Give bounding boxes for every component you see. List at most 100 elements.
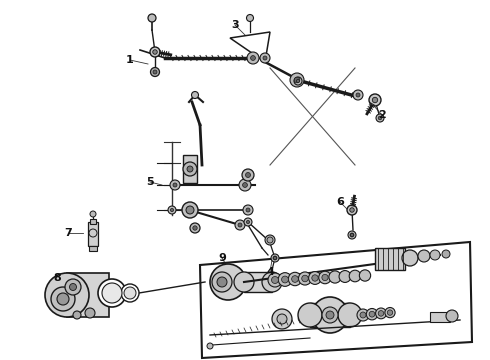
Circle shape	[353, 90, 363, 100]
Circle shape	[262, 272, 282, 292]
Circle shape	[290, 73, 304, 87]
Circle shape	[98, 279, 126, 307]
Circle shape	[148, 14, 156, 22]
Circle shape	[387, 310, 392, 315]
Circle shape	[65, 279, 81, 295]
Text: 3: 3	[231, 20, 239, 30]
Circle shape	[326, 311, 334, 319]
Circle shape	[296, 80, 299, 82]
Circle shape	[246, 14, 253, 22]
Circle shape	[153, 50, 157, 54]
Circle shape	[102, 283, 122, 303]
Bar	[430, 312, 450, 322]
Circle shape	[298, 272, 312, 285]
Circle shape	[350, 233, 354, 237]
Circle shape	[338, 303, 362, 327]
Circle shape	[51, 287, 75, 311]
Circle shape	[272, 309, 292, 329]
Bar	[244, 272, 272, 292]
Circle shape	[282, 276, 289, 283]
Circle shape	[288, 272, 302, 286]
Circle shape	[150, 47, 160, 57]
Circle shape	[73, 311, 81, 319]
Circle shape	[430, 250, 440, 260]
Bar	[310, 303, 350, 327]
Circle shape	[292, 276, 298, 282]
Circle shape	[277, 314, 287, 324]
Bar	[183, 155, 197, 183]
Circle shape	[268, 238, 272, 242]
Circle shape	[359, 270, 370, 281]
Circle shape	[192, 91, 198, 99]
Circle shape	[217, 277, 227, 287]
Bar	[90, 219, 96, 224]
Circle shape	[271, 276, 278, 284]
Circle shape	[322, 307, 338, 323]
Circle shape	[90, 211, 96, 217]
Circle shape	[186, 206, 194, 214]
Circle shape	[267, 237, 273, 243]
Circle shape	[369, 311, 375, 317]
Circle shape	[385, 307, 395, 318]
Circle shape	[183, 162, 197, 176]
Circle shape	[329, 271, 341, 283]
Circle shape	[446, 310, 458, 322]
Circle shape	[442, 250, 450, 258]
Circle shape	[153, 70, 157, 74]
Circle shape	[246, 220, 249, 224]
Circle shape	[357, 309, 369, 321]
Circle shape	[85, 308, 95, 318]
Text: 1: 1	[126, 55, 134, 65]
Circle shape	[369, 94, 381, 106]
Circle shape	[247, 52, 259, 64]
Circle shape	[273, 256, 277, 260]
Circle shape	[187, 166, 193, 172]
Circle shape	[312, 297, 348, 333]
Circle shape	[239, 179, 251, 191]
Circle shape	[89, 229, 97, 237]
Circle shape	[312, 275, 318, 281]
Circle shape	[356, 93, 360, 97]
Circle shape	[238, 223, 242, 227]
Circle shape	[372, 97, 378, 103]
Circle shape	[244, 218, 252, 226]
Text: 8: 8	[53, 273, 61, 283]
Text: 9: 9	[218, 253, 226, 263]
Circle shape	[402, 250, 418, 266]
Circle shape	[294, 77, 302, 85]
Circle shape	[171, 208, 173, 212]
Circle shape	[234, 272, 254, 292]
Circle shape	[243, 205, 253, 215]
Circle shape	[263, 56, 267, 60]
Circle shape	[376, 308, 387, 319]
Circle shape	[319, 271, 331, 284]
Bar	[67, 273, 109, 317]
Circle shape	[309, 271, 321, 284]
Circle shape	[45, 273, 89, 317]
Circle shape	[235, 220, 245, 230]
Circle shape	[348, 231, 356, 239]
Bar	[88, 222, 98, 246]
Bar	[89, 246, 97, 251]
Circle shape	[57, 293, 69, 305]
Circle shape	[302, 275, 308, 282]
Circle shape	[347, 205, 357, 215]
Circle shape	[70, 284, 76, 291]
Circle shape	[245, 172, 250, 177]
Circle shape	[278, 273, 292, 286]
Circle shape	[376, 114, 384, 122]
Circle shape	[378, 116, 382, 120]
Circle shape	[350, 208, 354, 212]
Text: 7: 7	[64, 228, 72, 238]
Circle shape	[268, 273, 282, 287]
Circle shape	[339, 271, 351, 283]
Circle shape	[193, 226, 197, 230]
Circle shape	[378, 311, 384, 316]
Bar	[375, 248, 405, 270]
Circle shape	[124, 287, 136, 299]
Circle shape	[418, 250, 430, 262]
Circle shape	[260, 53, 270, 63]
Circle shape	[242, 169, 254, 181]
Circle shape	[168, 206, 176, 214]
Circle shape	[271, 254, 279, 262]
